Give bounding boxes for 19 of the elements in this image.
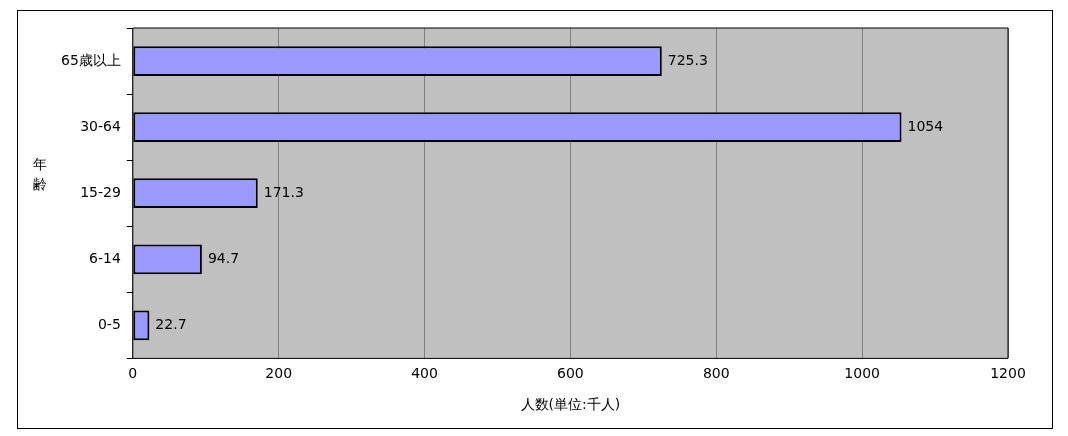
y-tick-label: 30-64 [80,117,121,134]
x-tick-label: 800 [702,365,730,382]
y-axis-title: 年齢 [33,155,47,192]
x-tick-label: 200 [265,365,293,382]
x-tick-label: 0 [128,365,138,382]
y-tick-label: 0-5 [97,316,121,332]
x-tick-label: 1000 [844,365,880,382]
data-label: 171.3 [263,183,304,200]
y-tick-label: 15-29 [80,183,121,200]
x-axis-title: 人数(単位:千人) [520,396,621,413]
data-label: 22.7 [155,316,187,332]
data-label: 725.3 [667,51,708,68]
x-tick-label: 400 [411,365,438,382]
x-tick-label: 1200 [990,365,1026,382]
y-tick-label: 65歳以上 [60,51,121,68]
data-label: 1054 [907,117,944,134]
data-label: 94.7 [207,249,240,266]
y-tick-label: 6-14 [89,249,121,266]
x-tick-label: 600 [557,365,584,382]
